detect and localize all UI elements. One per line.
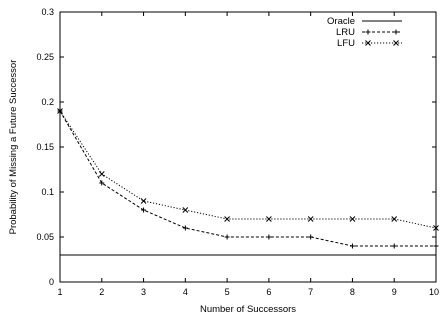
x-tick-label: 2 <box>99 287 104 297</box>
lfu-point <box>224 216 230 222</box>
x-tick-label: 8 <box>350 287 355 297</box>
lfu-point <box>433 225 439 231</box>
lru-line <box>59 110 436 247</box>
plot-frame-rect <box>59 11 437 283</box>
lfu-point <box>349 216 356 222</box>
series-lru <box>57 108 439 249</box>
lru-point <box>391 243 397 249</box>
legend-item-lfu: LFU <box>337 38 402 49</box>
x-axis-ticks: 1 2 3 4 5 6 7 8 9 10 <box>57 12 439 297</box>
series-lines <box>57 108 439 256</box>
y-tick-label: 0.15 <box>36 142 54 152</box>
x-tick-label: 10 <box>429 287 439 297</box>
y-tick-label: 0.25 <box>36 52 54 62</box>
lru-point <box>224 234 230 240</box>
lru-point <box>182 225 188 231</box>
y-tick-label: 0.1 <box>41 187 54 197</box>
y-axis-ticks: 0 0.05 0.1 0.15 0.2 0.25 0.3 <box>36 7 436 287</box>
lfu-point <box>98 171 105 177</box>
lfu-point <box>307 216 314 222</box>
lfu-point <box>57 108 63 114</box>
legend-marker <box>393 29 399 35</box>
lfu-point <box>266 216 272 222</box>
lfu-point <box>391 216 398 222</box>
x-tick-label: 7 <box>308 287 313 297</box>
y-axis-title: Probability of Missing a Future Successo… <box>8 60 19 235</box>
x-tick-label: 9 <box>392 287 397 297</box>
legend-label: LFU <box>337 38 355 49</box>
x-tick-label: 3 <box>141 287 146 297</box>
lru-point <box>141 207 147 213</box>
lfu-point <box>182 207 189 213</box>
legend-marker <box>365 29 371 35</box>
plot-frame <box>59 11 437 283</box>
lru-point <box>308 234 314 240</box>
lru-point <box>99 180 105 186</box>
legend-label: Oracle <box>327 16 355 27</box>
y-tick-label: 0.3 <box>41 7 54 17</box>
legend-item-lru: LRU <box>336 27 402 38</box>
legend-marker <box>365 40 371 46</box>
lru-point <box>266 234 272 240</box>
lru-point <box>349 243 355 249</box>
x-axis-title: Number of Successors <box>200 304 296 315</box>
lru-point <box>433 243 439 249</box>
y-tick-label: 0 <box>49 277 54 287</box>
legend-label: LRU <box>336 27 355 38</box>
lfu-line <box>59 110 437 229</box>
x-tick-label: 4 <box>183 287 188 297</box>
y-tick-label: 0.05 <box>36 232 54 242</box>
legend-marker <box>393 40 399 46</box>
x-tick-label: 5 <box>225 287 230 297</box>
series-lfu <box>57 108 439 231</box>
legend-item-oracle: Oracle <box>327 16 402 27</box>
x-tick-label: 6 <box>266 287 271 297</box>
lfu-point <box>140 198 147 204</box>
y-tick-label: 0.2 <box>41 97 54 107</box>
x-tick-label: 1 <box>57 287 62 297</box>
